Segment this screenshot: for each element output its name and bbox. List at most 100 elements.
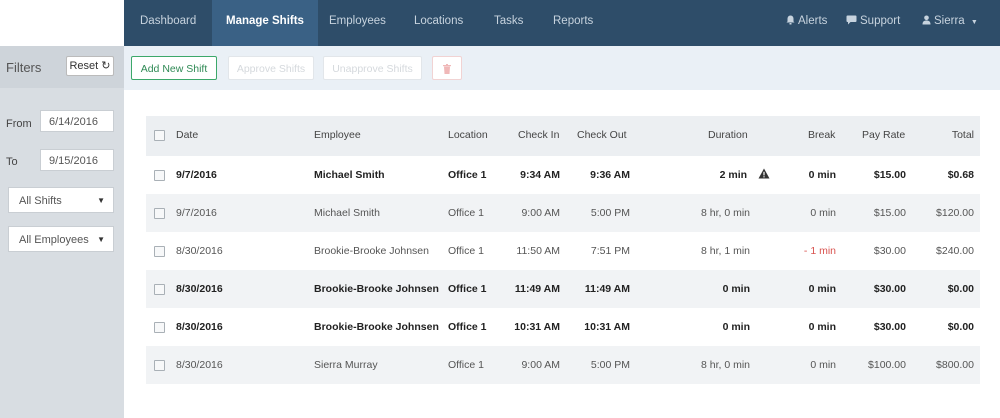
cell-break: 0 min: [808, 283, 836, 295]
shifts-select[interactable]: All Shifts ▼: [8, 187, 114, 213]
cell-duration: 0 min: [722, 283, 750, 295]
row-checkbox[interactable]: [154, 170, 165, 181]
shifts-select-value: All Shifts: [19, 195, 62, 207]
nav-reports[interactable]: Reports: [553, 15, 594, 27]
reset-label: Reset: [69, 60, 99, 72]
cell-check-out: 10:31 AM: [584, 321, 630, 333]
header-total[interactable]: Total: [951, 129, 974, 141]
cell-duration: 8 hr, 1 min: [700, 245, 750, 257]
filters-title: Filters: [6, 60, 42, 75]
cell-check-out: 9:36 AM: [590, 169, 630, 181]
unapprove-shifts-button[interactable]: Unapprove Shifts: [323, 56, 422, 80]
table-row[interactable]: 8/30/2016 Brookie-Brooke Johnsen Office …: [146, 270, 980, 308]
header-location[interactable]: Location: [448, 129, 488, 141]
toolbar: Add New Shift Approve Shifts Unapprove S…: [124, 46, 1000, 90]
row-checkbox[interactable]: [154, 246, 165, 257]
cell-location: Office 1: [448, 321, 487, 333]
employees-select[interactable]: All Employees ▼: [8, 226, 114, 252]
cell-break: 0 min: [810, 359, 836, 371]
cell-pay-rate: $30.00: [873, 321, 906, 333]
cell-duration: 8 hr, 0 min: [700, 359, 750, 371]
row-checkbox[interactable]: [154, 208, 165, 219]
cell-location: Office 1: [448, 245, 484, 257]
row-checkbox[interactable]: [154, 360, 165, 371]
to-label: To: [6, 156, 18, 168]
header-pay-rate[interactable]: Pay Rate: [862, 129, 906, 141]
header-employee[interactable]: Employee: [314, 129, 361, 141]
cell-check-out: 5:00 PM: [590, 359, 630, 371]
cell-employee: Michael Smith: [314, 169, 385, 181]
alerts-label: Alerts: [798, 15, 828, 27]
duration-value: 2 min: [719, 169, 748, 181]
reset-button[interactable]: Reset ↻: [66, 56, 114, 76]
table-row[interactable]: 9/7/2016 Michael Smith Office 1 9:34 AM …: [146, 156, 980, 194]
header-check-in[interactable]: Check In: [518, 129, 560, 141]
nav-manage-shifts[interactable]: Manage Shifts: [212, 0, 318, 46]
table-row[interactable]: 8/30/2016 Sierra Murray Office 1 9:00 AM…: [146, 346, 980, 384]
cell-total: $120.00: [936, 207, 974, 219]
table-header-row: Date Employee Location Check In Check Ou…: [146, 116, 980, 156]
cell-pay-rate: $15.00: [873, 169, 906, 181]
approve-shifts-button[interactable]: Approve Shifts: [228, 56, 314, 80]
from-date-input[interactable]: 6/14/2016: [40, 110, 114, 132]
cell-date: 8/30/2016: [176, 321, 223, 333]
cell-pay-rate: $15.00: [873, 207, 906, 219]
cell-date: 8/30/2016: [176, 359, 223, 371]
cell-total: $800.00: [936, 359, 974, 371]
cell-check-out: 11:49 AM: [584, 283, 630, 295]
nav-tasks[interactable]: Tasks: [494, 15, 524, 27]
nav-employees[interactable]: Employees: [329, 15, 386, 27]
header-break[interactable]: Break: [808, 129, 836, 141]
cell-total: $0.00: [947, 321, 974, 333]
row-checkbox[interactable]: [154, 284, 165, 295]
delete-button[interactable]: [432, 56, 462, 80]
from-label: From: [6, 118, 32, 130]
header-duration[interactable]: Duration: [708, 129, 748, 141]
cell-employee: Brookie-Brooke Johnsen: [314, 283, 439, 295]
cell-location: Office 1: [448, 359, 484, 371]
user-icon: [922, 15, 931, 25]
cell-pay-rate: $30.00: [873, 245, 906, 257]
row-checkbox[interactable]: [154, 322, 165, 333]
cell-employee: Brookie-Brooke Johnsen: [314, 245, 429, 257]
table-row[interactable]: 8/30/2016 Brookie-Brooke Johnsen Office …: [146, 308, 980, 346]
main-content: Date Employee Location Check In Check Ou…: [124, 90, 1000, 418]
cell-pay-rate: $100.00: [868, 359, 906, 371]
nav-dashboard[interactable]: Dashboard: [140, 15, 197, 27]
cell-check-in: 11:49 AM: [514, 283, 560, 295]
logo-area: [0, 0, 124, 46]
top-navigation: Dashboard Manage Shifts Employees Locati…: [0, 0, 1000, 46]
to-date-input[interactable]: 9/15/2016: [40, 149, 114, 171]
caret-down-icon: ▼: [97, 196, 105, 205]
cell-employee: Michael Smith: [314, 207, 380, 219]
cell-check-out: 5:00 PM: [590, 207, 630, 219]
cell-break: 0 min: [810, 207, 836, 219]
chevron-down-icon: ▼: [970, 19, 978, 26]
cell-duration: 8 hr, 0 min: [700, 207, 750, 219]
bell-icon: [786, 15, 795, 25]
header-date[interactable]: Date: [176, 129, 199, 141]
add-new-shift-button[interactable]: Add New Shift: [131, 56, 217, 80]
select-all-checkbox[interactable]: [154, 130, 165, 141]
cell-check-in: 9:34 AM: [520, 169, 560, 181]
user-label: Sierra: [934, 15, 965, 27]
nav-alerts[interactable]: Alerts: [786, 0, 827, 46]
nav-support[interactable]: Support: [846, 0, 900, 46]
cell-total: $0.00: [947, 283, 974, 295]
header-check-out[interactable]: Check Out: [577, 129, 627, 141]
cell-location: Office 1: [448, 283, 487, 295]
cell-total: $240.00: [936, 245, 974, 257]
nav-user-menu[interactable]: Sierra ▼: [922, 0, 978, 46]
employees-select-value: All Employees: [19, 234, 89, 246]
cell-break: - 1 min: [803, 245, 836, 257]
table-row[interactable]: 8/30/2016 Brookie-Brooke Johnsen Office …: [146, 232, 980, 270]
refresh-icon: ↻: [101, 60, 111, 72]
cell-location: Office 1: [448, 169, 487, 181]
nav-locations[interactable]: Locations: [414, 15, 464, 27]
cell-pay-rate: $30.00: [873, 283, 906, 295]
cell-date: 8/30/2016: [176, 245, 223, 257]
warning-icon: [758, 168, 770, 179]
table-row[interactable]: 9/7/2016 Michael Smith Office 1 9:00 AM …: [146, 194, 980, 232]
cell-duration: 0 min: [722, 321, 750, 333]
cell-date: 9/7/2016: [176, 169, 217, 181]
